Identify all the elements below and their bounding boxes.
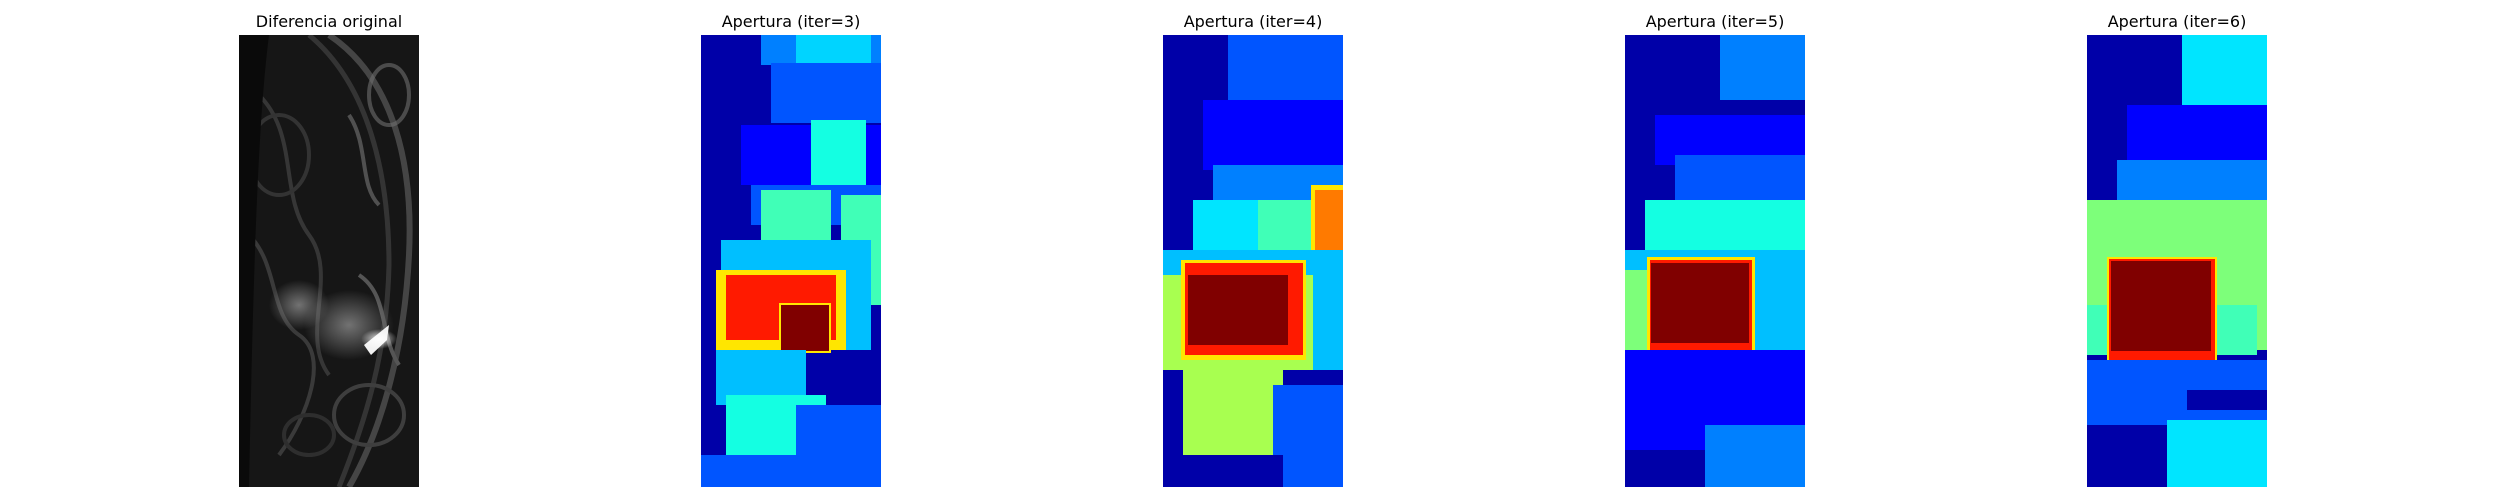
- original-difference-image: [239, 35, 419, 487]
- opening-iter-5-image: [1625, 35, 1805, 487]
- opening-iter-4-image: [1163, 35, 1343, 487]
- panel-title-opening-iter-3: Apertura (iter=3): [721, 12, 861, 31]
- opening-iter-6-image: [2087, 35, 2267, 487]
- opening-iter-3-image: [701, 35, 881, 487]
- panel-title-opening-iter-6: Apertura (iter=6): [2107, 12, 2247, 31]
- panel-title-original-difference: Diferencia original: [255, 12, 403, 31]
- panel-title-opening-iter-4: Apertura (iter=4): [1183, 12, 1323, 31]
- panel-title-opening-iter-5: Apertura (iter=5): [1645, 12, 1785, 31]
